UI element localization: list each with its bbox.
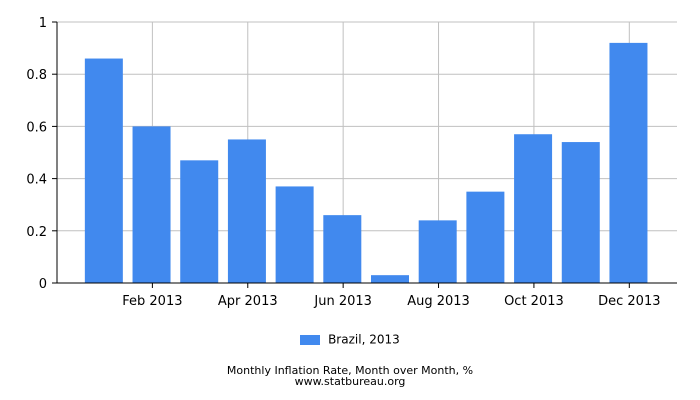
x-tick-label: Jun 2013 [313, 294, 372, 309]
bar [132, 126, 171, 284]
chart-caption-title: Monthly Inflation Rate, Month over Month… [226, 364, 474, 377]
bar [227, 139, 266, 283]
bar [323, 215, 362, 283]
y-tick-label: 0.4 [26, 173, 47, 188]
bar [84, 58, 123, 283]
x-tick-label: Apr 2013 [218, 294, 278, 309]
y-tick-label: 0 [39, 277, 47, 292]
bar [514, 134, 553, 283]
y-tick-label: 0.8 [26, 68, 47, 83]
y-tick-label: 0.2 [26, 225, 47, 240]
legend: Brazil, 2013 [0, 332, 700, 347]
chart-caption-source: www.statbureau.org [294, 375, 406, 388]
x-tick-label: Feb 2013 [122, 294, 182, 309]
chart: 0 0.2 0.4 0.6 0.8 1 Feb 2013 Apr 2013 Jun 2013 A… [26, 16, 677, 309]
bar [180, 160, 219, 283]
bar [418, 220, 457, 283]
x-tick-label: Dec 2013 [598, 294, 660, 309]
bar [561, 142, 600, 283]
bars [84, 42, 648, 284]
legend-label: Brazil, 2013 [328, 332, 400, 347]
axes [52, 21, 677, 284]
x-tick-label: Aug 2013 [407, 294, 470, 309]
bar [275, 186, 314, 283]
x-tick-label: Oct 2013 [504, 294, 564, 309]
legend-swatch [300, 334, 321, 345]
y-tick-labels: 0 0.2 0.4 0.6 0.8 1 [26, 16, 47, 292]
y-tick-label: 1 [39, 16, 47, 31]
bar [609, 42, 648, 283]
bar [371, 275, 409, 283]
y-tick-label: 0.6 [26, 120, 47, 135]
bar [466, 191, 505, 283]
x-tick-labels: Feb 2013 Apr 2013 Jun 2013 Aug 2013 Oct 2013… [122, 294, 660, 309]
